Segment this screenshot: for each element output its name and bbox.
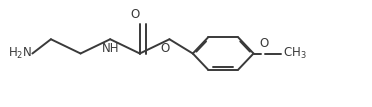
- Text: H$_2$N: H$_2$N: [7, 46, 32, 61]
- Text: NH: NH: [102, 42, 119, 55]
- Text: O: O: [131, 8, 140, 21]
- Text: O: O: [160, 42, 170, 55]
- Text: O: O: [259, 37, 269, 50]
- Text: CH$_3$: CH$_3$: [283, 46, 307, 61]
